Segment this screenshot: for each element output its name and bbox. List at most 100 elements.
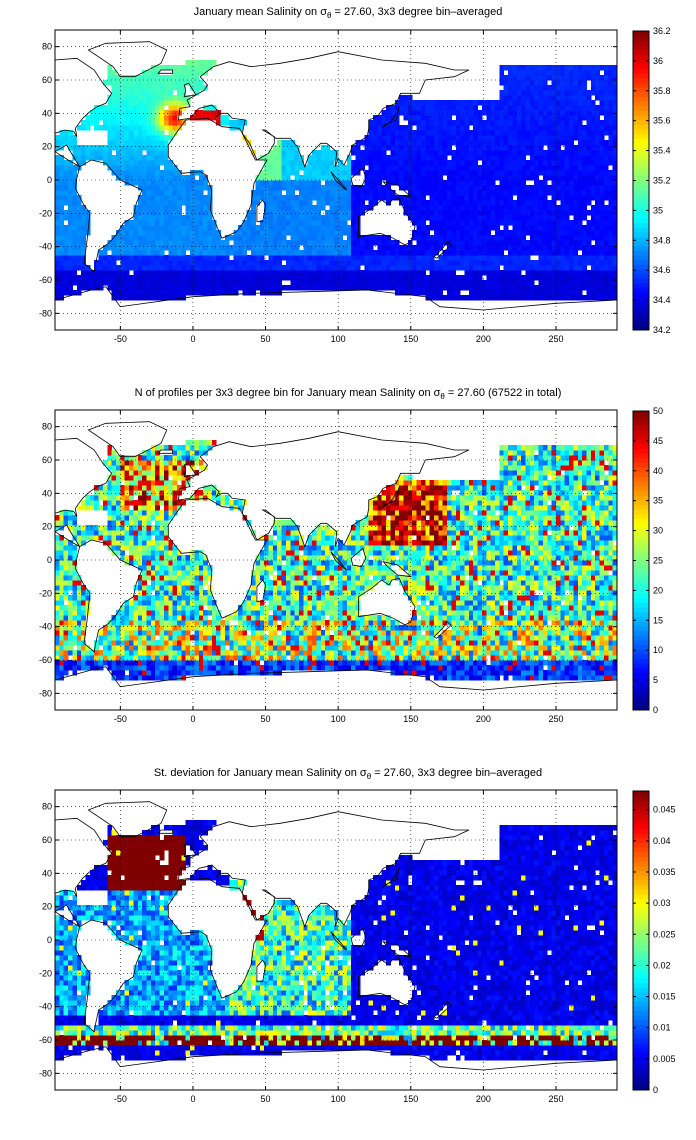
data-cell [542,270,548,276]
data-cell [111,515,117,521]
data-cell [455,190,461,196]
data-cell [495,160,500,166]
data-cell [177,85,182,91]
data-cell [172,165,178,171]
data-cell [333,285,339,291]
data-cell [72,570,78,576]
data-cell [102,655,108,661]
data-cell [63,540,69,546]
data-cell [556,220,561,226]
data-cell [120,645,126,651]
data-cell [434,265,439,271]
data-cell [172,205,178,211]
data-cell [495,190,500,196]
data-cell [590,80,596,86]
data-cell [486,175,492,181]
data-cell [464,125,470,131]
data-cell [464,135,470,141]
data-cell [203,195,208,201]
data-cell [551,170,557,176]
data-cell [595,155,600,161]
data-cell [573,205,579,211]
data-cell [81,150,86,156]
data-cell [285,225,291,231]
data-cell [582,150,587,156]
data-cell [429,275,435,281]
data-cell [68,175,73,181]
data-cell [294,145,300,151]
data-cell [438,190,444,196]
data-cell [534,215,539,221]
data-cell [190,275,195,281]
data-cell [211,250,217,256]
data-cell [612,75,618,81]
data-cell [346,155,352,161]
data-cell [364,150,370,156]
data-cell [238,240,243,246]
data-cell [251,260,256,266]
data-cell [251,215,256,221]
data-cell [355,190,361,196]
data-cell [586,155,592,161]
data-cell [460,240,465,246]
data-cell [190,285,195,291]
data-cell [429,145,435,151]
data-cell [612,200,618,206]
data-cell [312,215,317,221]
data-cell [177,65,182,71]
data-cell [159,170,165,176]
data-cell [425,205,431,211]
data-cell [486,130,492,136]
data-cell [163,100,169,106]
data-cell [129,225,134,231]
data-cell [564,75,570,81]
data-cell [120,160,126,166]
data-cell [120,625,126,631]
data-cell [281,200,287,206]
data-cell [542,180,548,186]
data-cell [464,275,470,281]
data-cell [556,110,561,116]
data-cell [499,240,505,246]
data-cell [102,105,108,111]
data-cell [159,270,165,276]
data-cell [102,630,108,636]
data-cell [255,270,261,276]
colorbar-swatch [633,241,649,247]
data-cell [329,165,335,171]
data-cell [368,285,374,291]
data-cell [299,215,304,221]
data-cell [264,180,269,186]
data-cell [512,165,518,171]
data-cell [211,240,217,246]
data-cell [329,200,335,206]
data-cell [508,285,513,291]
data-cell [386,135,391,141]
data-cell [403,180,409,186]
data-cell [556,260,561,266]
data-cell [525,195,531,201]
data-cell [129,240,134,246]
data-cell [495,100,500,106]
data-cell [534,230,539,236]
data-cell [599,285,605,291]
data-cell [360,250,365,256]
data-cell [59,250,65,256]
data-cell [560,95,566,101]
data-cell [216,290,221,296]
data-cell [477,255,483,261]
data-cell [290,215,296,221]
data-cell [542,175,548,181]
data-cell [547,160,553,166]
data-cell [416,130,422,136]
data-cell [442,195,448,201]
data-cell [551,220,557,226]
data-cell [438,230,444,236]
data-cell [351,260,356,266]
data-cell [55,250,60,256]
data-cell [560,215,566,221]
data-cell [460,135,465,141]
data-cell [582,275,587,281]
data-cell [111,480,117,486]
data-cell [447,220,452,226]
